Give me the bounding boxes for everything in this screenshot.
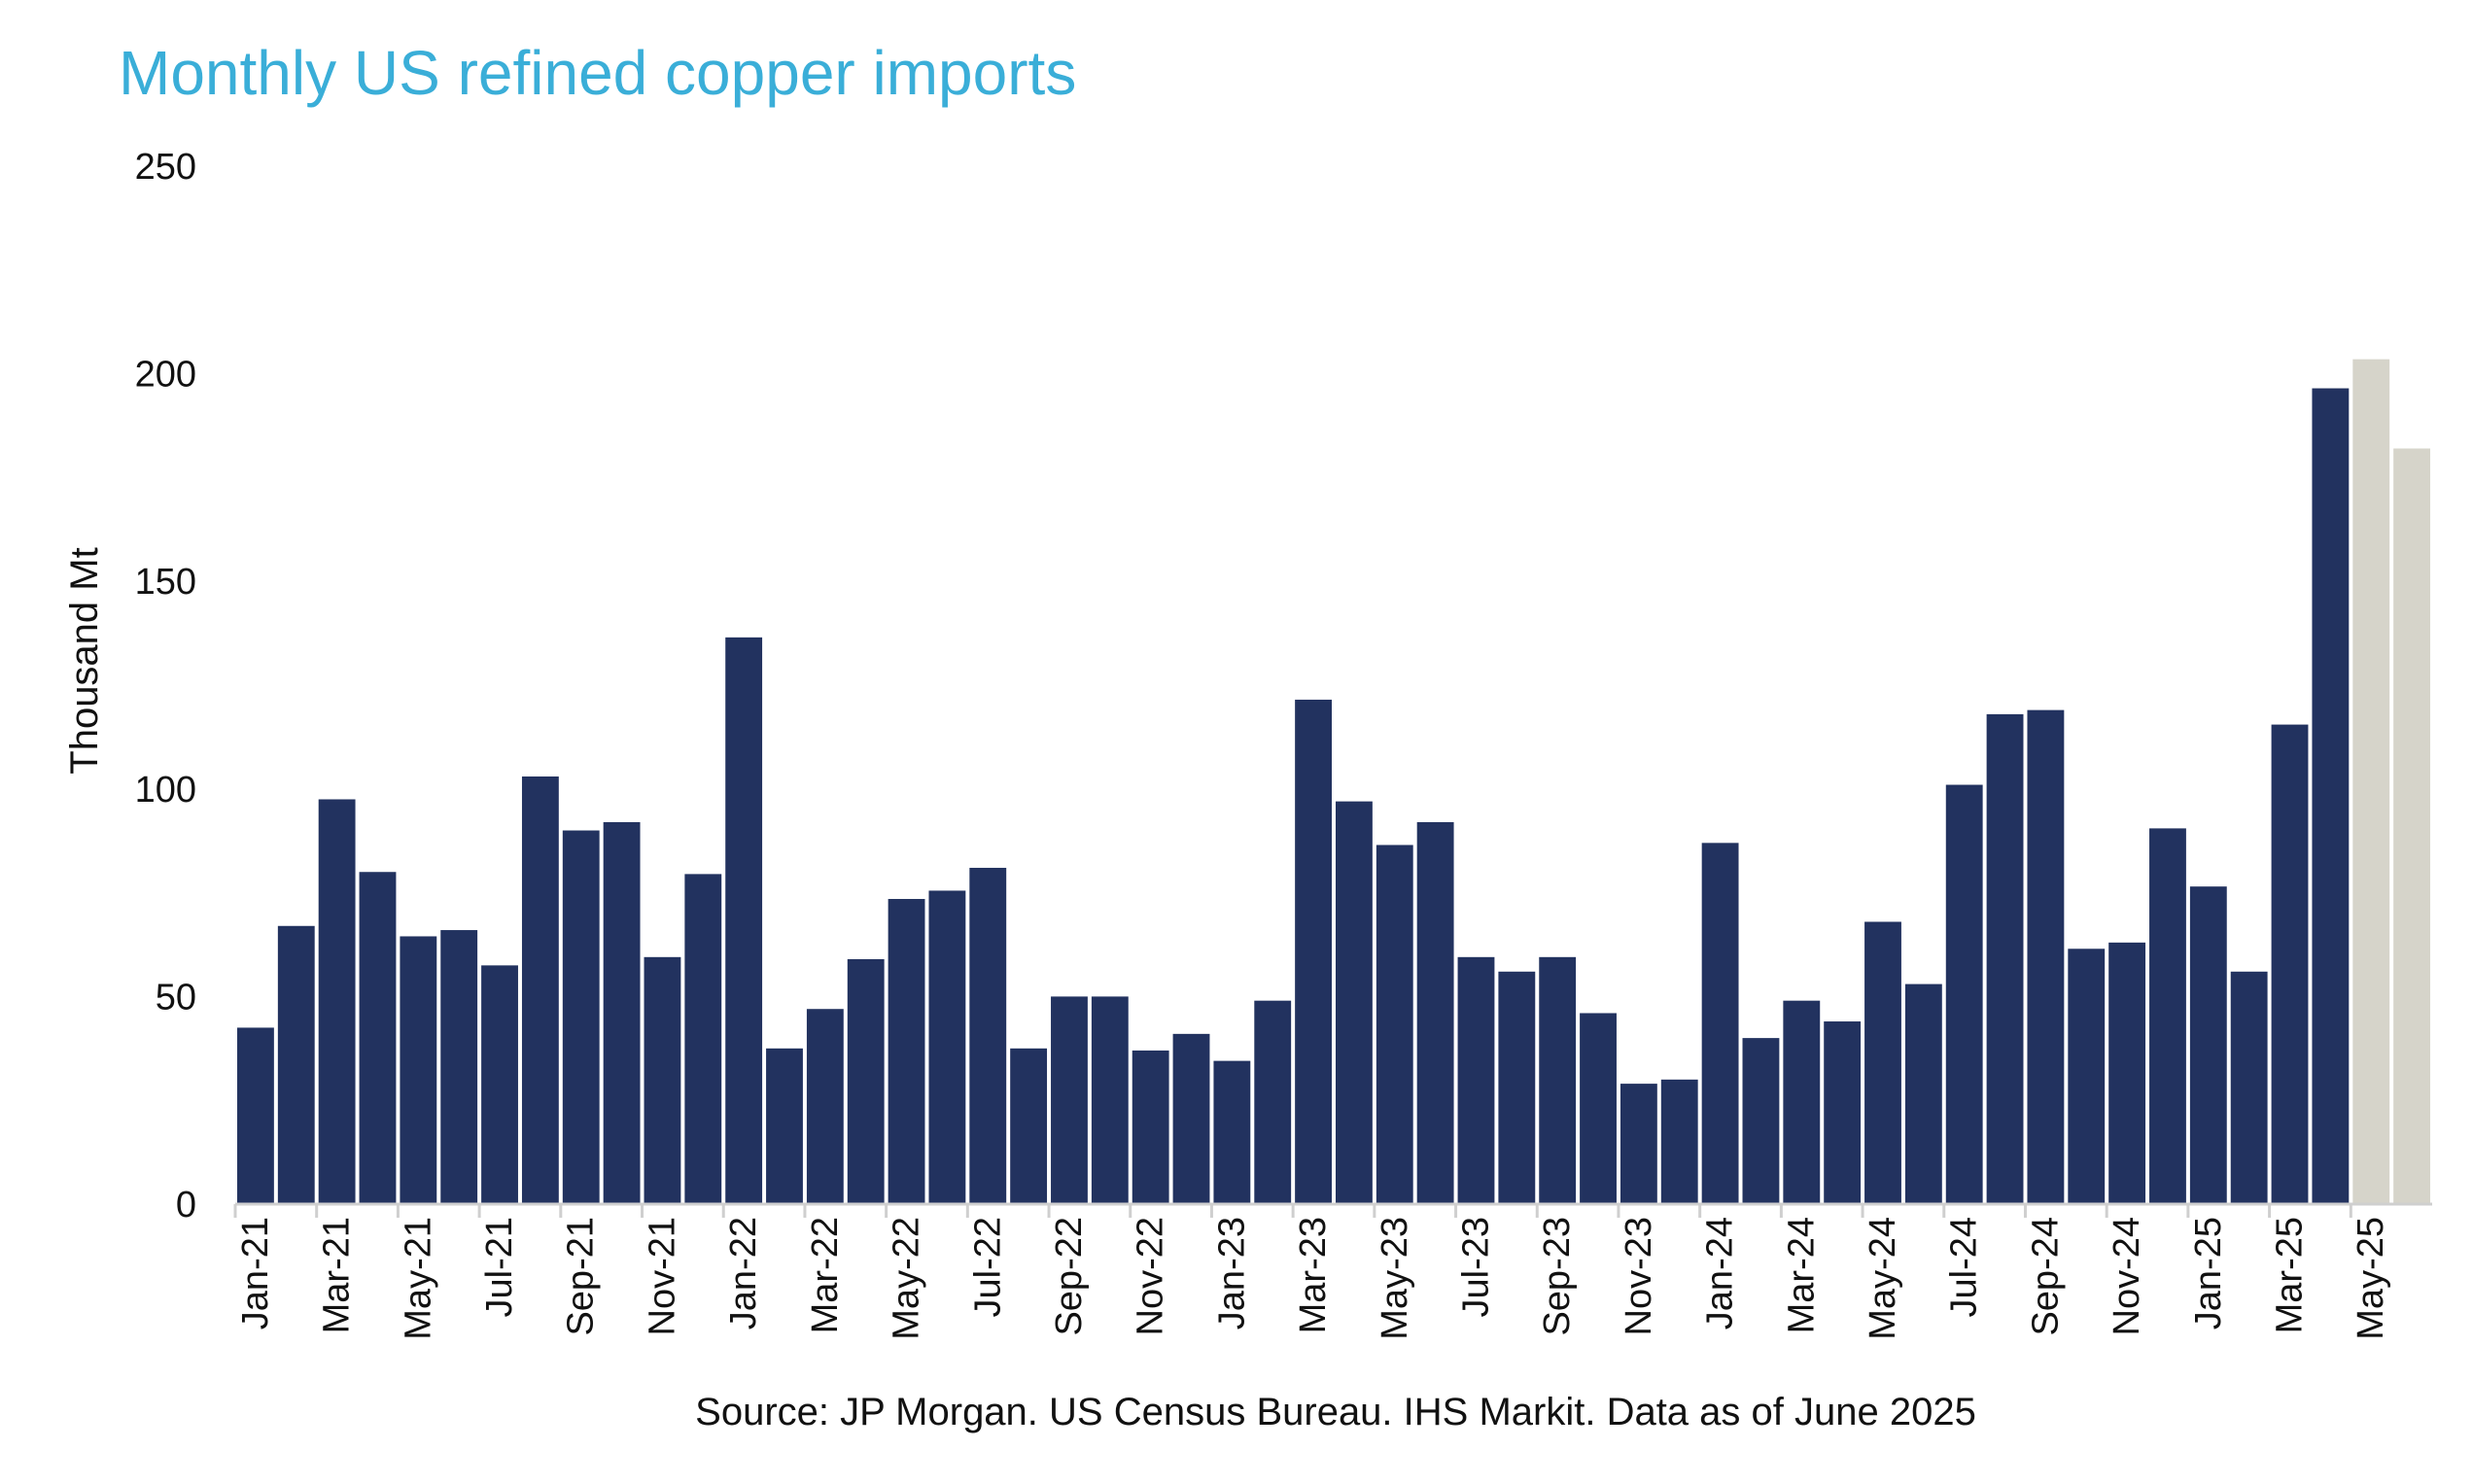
bar-jul-21 xyxy=(481,965,518,1204)
bar-feb-25 xyxy=(2230,971,2268,1204)
x-tick-label: May-23 xyxy=(1375,1217,1415,1340)
bar-aug-21 xyxy=(521,776,559,1204)
x-tick-label: Jul-21 xyxy=(479,1217,520,1318)
bar-sep-24 xyxy=(2027,709,2065,1204)
bar-jun-25 xyxy=(2393,448,2430,1204)
bar-mar-23 xyxy=(1295,699,1332,1204)
x-tick-label: Jan-22 xyxy=(723,1217,764,1329)
x-tick-label: Mar-21 xyxy=(317,1217,358,1333)
x-tick-label: Nov-21 xyxy=(642,1217,682,1336)
x-axis-ticks xyxy=(233,1204,2352,1218)
bar-sep-21 xyxy=(562,830,600,1204)
x-tick-label: May-21 xyxy=(398,1217,438,1340)
x-tick-label: Nov-24 xyxy=(2107,1217,2147,1336)
x-tick-label: Jan-24 xyxy=(1700,1217,1741,1329)
x-tick-label: Jul-24 xyxy=(1944,1217,1985,1318)
y-tick-label: 150 xyxy=(135,562,196,603)
bar-jul-23 xyxy=(1457,956,1495,1204)
bar-jul-22 xyxy=(969,867,1007,1204)
bar-mar-21 xyxy=(318,799,356,1204)
bar-apr-21 xyxy=(359,872,397,1204)
bar-nov-22 xyxy=(1132,1050,1169,1204)
x-tick-label: Mar-23 xyxy=(1293,1217,1334,1333)
x-axis-labels: Jan-21 Mar-21 May-21 Jul-21 Sep-21 Nov-21 Jan-… xyxy=(235,1217,2391,1340)
bar-dec-21 xyxy=(684,874,722,1204)
bar-oct-24 xyxy=(2068,949,2106,1204)
bar-nov-21 xyxy=(644,956,681,1204)
y-tick-label: 250 xyxy=(135,147,196,188)
bar-sep-23 xyxy=(1539,956,1577,1204)
x-tick-label: Sep-22 xyxy=(1049,1217,1090,1336)
bar-aug-23 xyxy=(1498,971,1536,1204)
bar-dec-23 xyxy=(1660,1079,1698,1204)
bar-dec-22 xyxy=(1172,1033,1210,1204)
bar-jan-25 xyxy=(2189,886,2227,1204)
x-tick-label: Jan-21 xyxy=(235,1217,276,1329)
x-tick-label: Sep-21 xyxy=(561,1217,602,1336)
bar-may-24 xyxy=(1864,921,1901,1204)
bar-jun-24 xyxy=(1904,984,1942,1204)
bar-aug-22 xyxy=(1010,1048,1048,1204)
bar-jan-23 xyxy=(1213,1060,1251,1204)
x-tick-label: Mar-24 xyxy=(1781,1217,1822,1333)
x-tick-label: Jan-25 xyxy=(2188,1217,2229,1329)
y-axis-labels: 0 50 100 150 200 250 xyxy=(135,147,196,1225)
bar-mar-25 xyxy=(2271,724,2309,1204)
bar-may-25 xyxy=(2352,359,2390,1204)
y-tick-label: 200 xyxy=(135,355,196,396)
bar-feb-24 xyxy=(1742,1038,1780,1204)
bar-feb-23 xyxy=(1254,1000,1292,1204)
bar-jun-23 xyxy=(1416,821,1454,1204)
bar-dec-24 xyxy=(2149,828,2186,1204)
y-axis-title: Thousand Mt xyxy=(63,547,106,774)
bar-nov-23 xyxy=(1620,1084,1657,1204)
bar-oct-22 xyxy=(1091,996,1129,1204)
x-tick-label: Jul-23 xyxy=(1455,1217,1496,1318)
bar-jan-22 xyxy=(725,637,763,1204)
bar-jan-21 xyxy=(237,1027,274,1204)
bar-feb-21 xyxy=(277,925,315,1204)
bar-oct-23 xyxy=(1580,1013,1617,1204)
bar-aug-24 xyxy=(1986,713,2024,1204)
bar-feb-22 xyxy=(766,1048,803,1204)
bar-mar-22 xyxy=(806,1009,844,1204)
bar-apr-22 xyxy=(847,958,885,1204)
bar-may-22 xyxy=(888,899,925,1204)
bar-sep-22 xyxy=(1051,996,1088,1204)
x-tick-label: May-25 xyxy=(2351,1217,2391,1340)
x-tick-label: Mar-22 xyxy=(805,1217,846,1333)
x-tick-label: May-22 xyxy=(887,1217,927,1340)
y-tick-label: 100 xyxy=(135,770,196,811)
bar-mar-24 xyxy=(1783,1000,1821,1204)
bar-apr-24 xyxy=(1824,1021,1862,1204)
x-tick-label: Jan-23 xyxy=(1211,1217,1252,1329)
x-tick-label: May-24 xyxy=(1863,1217,1903,1340)
bar-jun-22 xyxy=(928,890,966,1204)
bar-jul-24 xyxy=(1945,784,1983,1204)
bar-nov-24 xyxy=(2108,942,2146,1204)
y-tick-label: 50 xyxy=(156,977,196,1018)
bars xyxy=(237,359,2430,1204)
x-tick-label: Sep-23 xyxy=(1537,1217,1578,1336)
x-tick-label: Mar-25 xyxy=(2270,1217,2311,1333)
bar-apr-23 xyxy=(1336,801,1373,1204)
source-note: Source: JP Morgan. US Census Bureau. IHS… xyxy=(695,1391,1976,1433)
x-tick-label: Nov-22 xyxy=(1131,1217,1171,1336)
bar-jan-24 xyxy=(1701,843,1739,1204)
bar-apr-25 xyxy=(2312,388,2350,1204)
bar-oct-21 xyxy=(603,821,641,1204)
x-tick-label: Nov-23 xyxy=(1619,1217,1659,1336)
chart-title: Monthly US refined copper imports xyxy=(119,38,1077,108)
bar-may-21 xyxy=(400,936,437,1204)
bar-jun-21 xyxy=(440,930,478,1204)
x-tick-label: Jul-22 xyxy=(967,1217,1008,1318)
y-tick-label: 0 xyxy=(176,1185,196,1225)
bar-may-23 xyxy=(1376,845,1413,1204)
x-tick-label: Sep-24 xyxy=(2025,1217,2066,1336)
